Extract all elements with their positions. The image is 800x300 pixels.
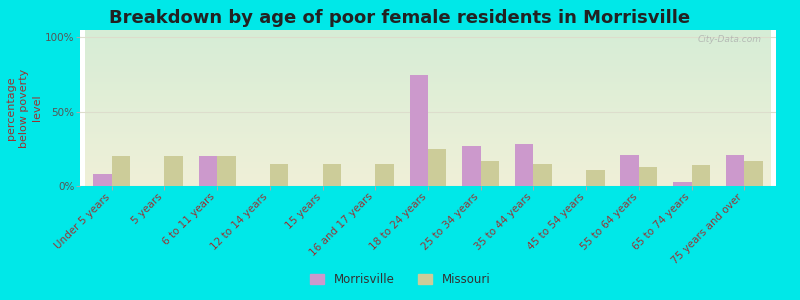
Bar: [515, 144, 534, 186]
Bar: [639, 167, 658, 186]
Bar: [621, 155, 639, 186]
Text: Breakdown by age of poor female residents in Morrisville: Breakdown by age of poor female resident…: [110, 9, 690, 27]
Bar: [692, 165, 710, 186]
Bar: [534, 164, 552, 186]
Bar: [462, 146, 481, 186]
Bar: [410, 75, 428, 186]
Bar: [586, 170, 605, 186]
Bar: [375, 164, 394, 186]
Bar: [93, 174, 112, 186]
Bar: [270, 164, 288, 186]
Bar: [217, 156, 235, 186]
Bar: [428, 149, 446, 186]
Text: City-Data.com: City-Data.com: [698, 35, 762, 44]
Y-axis label: percentage
below poverty
level: percentage below poverty level: [6, 68, 42, 148]
Bar: [481, 161, 499, 186]
Legend: Morrisville, Missouri: Morrisville, Missouri: [305, 269, 495, 291]
Bar: [322, 164, 341, 186]
Bar: [726, 155, 744, 186]
Bar: [164, 156, 183, 186]
Bar: [673, 182, 692, 186]
Bar: [112, 156, 130, 186]
Bar: [198, 156, 217, 186]
Bar: [744, 161, 763, 186]
